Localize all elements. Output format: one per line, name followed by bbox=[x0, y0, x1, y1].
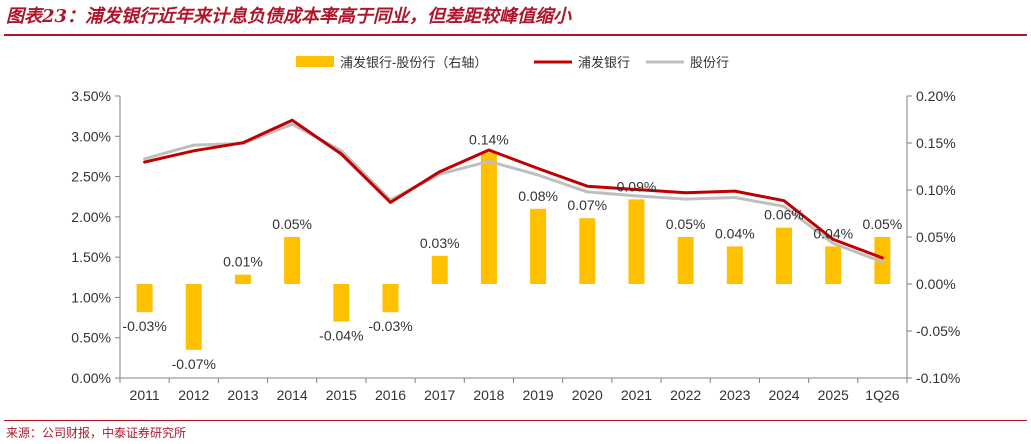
source-divider bbox=[4, 420, 1027, 421]
bar-data-label: 0.03% bbox=[420, 235, 460, 251]
legend-swatch-bar bbox=[296, 56, 334, 67]
figure-title: 图表23：浦发银行近年来计息负债成本率高于同业，但差距较峰值缩小 bbox=[6, 6, 572, 27]
bar-data-label: -0.07% bbox=[172, 356, 216, 372]
x-axis-tick-label: 2020 bbox=[572, 387, 603, 403]
line-series bbox=[143, 118, 884, 264]
x-axis-tick-label: 2022 bbox=[670, 387, 701, 403]
x-axis-tick-label: 2023 bbox=[719, 387, 750, 403]
bar-data-label: 0.09% bbox=[617, 178, 657, 194]
x-axis: 2011 2012 2013 2014 2015 2016 2017 2018 2019 2020… bbox=[119, 377, 908, 403]
bar-2023 bbox=[726, 246, 743, 284]
bar-data-label: 0.08% bbox=[518, 188, 558, 204]
x-axis-tick-label: 2021 bbox=[621, 387, 652, 403]
bar-line-chart: 浦发银行-股份行（右轴） 浦发银行 股份行 0.00% 0.50% 1.00% 1.50%… bbox=[71, 55, 960, 403]
left-axis-tick-label: 2.00% bbox=[71, 209, 111, 225]
bar-2014 bbox=[284, 237, 301, 284]
right-axis-tick-label: -0.05% bbox=[916, 323, 960, 339]
x-axis-tick-label: 2012 bbox=[178, 387, 209, 403]
x-axis-tick-label: 2018 bbox=[473, 387, 504, 403]
x-axis-tick-label: 2024 bbox=[768, 387, 799, 403]
left-y-axis: 0.00% 0.50% 1.00% 1.50% 2.00% 2.50% 3.00% 3.50% bbox=[71, 88, 121, 386]
x-axis-tick-label: 2017 bbox=[424, 387, 455, 403]
industry-line bbox=[143, 122, 884, 264]
bar-2025 bbox=[825, 246, 842, 284]
bar-2022 bbox=[677, 237, 694, 284]
left-axis-tick-label: 2.50% bbox=[71, 169, 111, 185]
title-divider bbox=[4, 34, 1027, 36]
x-axis-tick-label: 1Q26 bbox=[865, 387, 899, 403]
chart-legend: 浦发银行-股份行（右轴） 浦发银行 股份行 bbox=[296, 55, 729, 70]
legend-label-industry: 股份行 bbox=[690, 55, 729, 70]
bar-data-label: 0.04% bbox=[715, 225, 755, 241]
left-axis-tick-label: 3.50% bbox=[71, 88, 111, 104]
bar-series bbox=[136, 152, 891, 350]
bar-2015 bbox=[333, 284, 350, 322]
bar-data-label: 0.05% bbox=[863, 216, 903, 232]
source-note: 来源：公司财报，中泰证券研究所 bbox=[6, 426, 187, 440]
left-axis-tick-label: 1.50% bbox=[71, 249, 111, 265]
spdb-line bbox=[143, 118, 884, 260]
bar-2016 bbox=[382, 284, 399, 313]
x-axis-tick-label: 2019 bbox=[523, 387, 554, 403]
bar-data-label: -0.04% bbox=[319, 328, 363, 344]
bar-2011 bbox=[136, 284, 153, 313]
right-axis-tick-label: 0.15% bbox=[916, 135, 956, 151]
bar-data-labels: -0.03% -0.07% 0.01% 0.05% -0.04% -0.03% 0.03% 0… bbox=[122, 131, 902, 371]
bar-2018 bbox=[480, 152, 497, 284]
bar-2012 bbox=[185, 284, 202, 350]
right-axis-tick-label: 0.05% bbox=[916, 229, 956, 245]
bar-data-label: 0.14% bbox=[469, 131, 509, 147]
right-axis-tick-label: -0.10% bbox=[916, 370, 960, 386]
bar-data-label: 0.05% bbox=[272, 216, 312, 232]
x-axis-tick-label: 2011 bbox=[130, 387, 160, 403]
bar-data-label: -0.03% bbox=[122, 318, 166, 334]
bar-data-label: 0.07% bbox=[567, 197, 607, 213]
right-axis-tick-label: 0.20% bbox=[916, 88, 956, 104]
bar-2013 bbox=[234, 274, 251, 284]
right-axis-tick-label: 0.10% bbox=[916, 182, 956, 198]
left-axis-tick-label: 0.50% bbox=[71, 330, 111, 346]
bar-2019 bbox=[530, 208, 547, 284]
bar-2020 bbox=[579, 218, 596, 284]
right-y-axis: -0.10% -0.05% 0.00% 0.05% 0.10% 0.15% 0.20% bbox=[906, 88, 960, 386]
bar-2017 bbox=[431, 255, 448, 284]
bar-data-label: 0.05% bbox=[666, 216, 706, 232]
bar-data-label: 0.01% bbox=[223, 254, 263, 270]
bar-data-label: 0.06% bbox=[764, 207, 804, 223]
left-axis-tick-label: 3.00% bbox=[71, 128, 111, 144]
bar-2024 bbox=[776, 227, 793, 284]
left-axis-tick-label: 0.00% bbox=[71, 370, 111, 386]
left-axis-tick-label: 1.00% bbox=[71, 289, 111, 305]
x-axis-tick-label: 2015 bbox=[326, 387, 357, 403]
right-axis-tick-label: 0.00% bbox=[916, 276, 956, 292]
legend-label-spdb: 浦发银行 bbox=[578, 55, 630, 70]
x-axis-tick-label: 2025 bbox=[818, 387, 849, 403]
x-axis-tick-label: 2014 bbox=[277, 387, 308, 403]
legend-label-bar: 浦发银行-股份行（右轴） bbox=[340, 55, 487, 70]
x-axis-tick-label: 2016 bbox=[375, 387, 406, 403]
x-axis-tick-label: 2013 bbox=[227, 387, 258, 403]
bar-data-label: 0.04% bbox=[813, 225, 853, 241]
bar-2021 bbox=[628, 199, 645, 284]
bar-data-label: -0.03% bbox=[368, 318, 412, 334]
